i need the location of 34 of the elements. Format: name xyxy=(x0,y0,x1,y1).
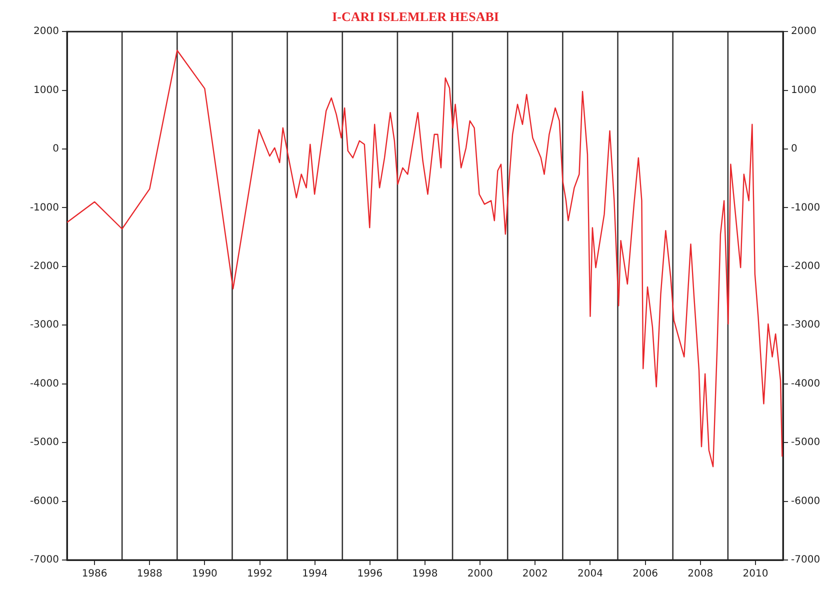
y2-tick-label: 2000 xyxy=(791,26,816,38)
y-tick-label: -7000 xyxy=(30,554,59,566)
y-tick-label: -5000 xyxy=(30,437,59,448)
y2-tick-label: -5000 xyxy=(791,437,820,448)
y2-tick-label: -3000 xyxy=(791,320,820,331)
y2-tick-label: 1000 xyxy=(791,84,816,96)
x-tick-label: 1998 xyxy=(412,568,438,580)
x-tick-label: 2004 xyxy=(578,568,603,580)
y2-tick-label: -7000 xyxy=(791,554,820,566)
y-tick-label: 0 xyxy=(52,144,59,155)
y-tick-label: 1000 xyxy=(34,84,59,96)
y2-tick-label: 0 xyxy=(791,144,798,155)
y-tick-label: -1000 xyxy=(30,202,59,214)
x-tick-label: 2010 xyxy=(742,568,768,580)
x-tick-label: 1994 xyxy=(302,568,328,580)
y-tick-label: -2000 xyxy=(30,261,59,272)
y2-tick-label: -1000 xyxy=(791,202,820,214)
x-tick-label: 1992 xyxy=(247,568,272,580)
x-tick-label: 1988 xyxy=(136,568,162,580)
y2-tick-label: -2000 xyxy=(791,261,820,272)
x-tick-label: 1986 xyxy=(82,568,108,580)
chart-title: I-CARI ISLEMLER HESABI xyxy=(332,9,499,24)
y-tick-label: -3000 xyxy=(30,320,59,331)
y-tick-label: -4000 xyxy=(30,378,59,390)
y-tick-label: 2000 xyxy=(34,26,59,38)
x-tick-label: 1996 xyxy=(357,568,383,580)
x-tick-label: 2002 xyxy=(522,568,548,580)
x-tick-label: 2006 xyxy=(632,568,658,580)
x-tick-label: 2000 xyxy=(467,568,493,580)
y2-tick-label: -4000 xyxy=(791,378,820,390)
x-tick-label: 2008 xyxy=(688,568,714,580)
y-tick-label: -6000 xyxy=(30,496,59,507)
y2-tick-label: -6000 xyxy=(791,496,820,507)
x-tick-label: 1990 xyxy=(192,568,218,580)
